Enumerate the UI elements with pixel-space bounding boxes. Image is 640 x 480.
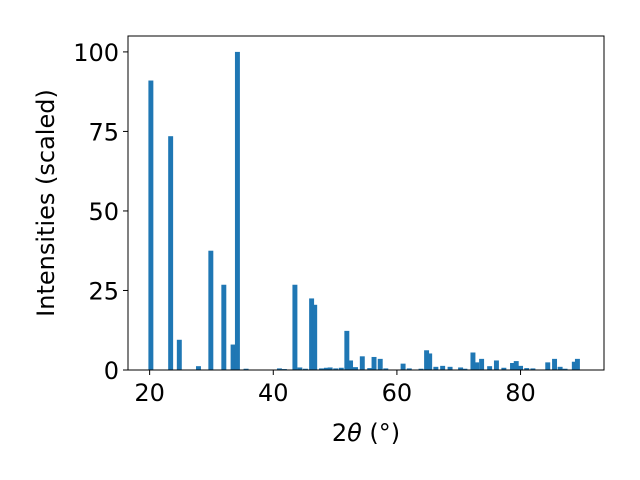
bar [513,361,519,370]
y-axis-label: Intensities (scaled) [32,89,60,317]
bar [371,356,377,370]
bar [574,358,580,370]
bar [302,368,308,370]
bar [383,368,389,370]
y-tick-label: 100 [73,39,119,67]
bar [319,368,324,370]
x-tick-label: 60 [382,379,413,407]
bar [377,358,383,370]
bar [348,360,354,370]
bar [234,51,240,371]
bar [447,366,453,370]
bar [510,363,515,370]
bar [327,367,333,370]
bar [243,368,249,370]
bar [400,363,406,370]
bar [545,362,551,370]
bar [493,360,499,370]
bar [474,362,480,370]
x-axis-label: 2θ (°) [332,419,400,447]
x-tick-label: 80 [505,379,536,407]
x-tick-label: 20 [134,379,165,407]
bar [323,367,329,370]
bar [309,298,315,370]
bar [562,368,568,370]
bar [524,368,530,370]
bar [196,366,201,370]
y-tick-label: 25 [88,277,119,305]
x-axis-label-suffix: (°) [362,419,400,447]
y-tick-label: 0 [104,357,119,385]
bar [353,367,358,370]
bar [501,367,507,370]
bar [518,365,524,370]
bar [338,367,344,370]
bars-group [148,51,580,371]
bar [221,284,227,370]
bar [552,358,558,370]
bar [168,136,174,370]
bar [297,367,303,370]
bar [557,366,563,370]
x-axis-label-prefix: 2 [332,419,347,447]
x-axis-label-symbol: θ [347,419,362,447]
bar [208,250,214,370]
bar [571,361,577,370]
bar [470,352,476,370]
bar [458,367,464,370]
bar [359,356,365,370]
bar [418,368,424,370]
y-axis-ticks: 0 25 50 75 100 [73,39,128,385]
bar [312,304,318,370]
bar [276,368,282,370]
bar [487,366,493,370]
bar [367,368,373,370]
bar [424,350,430,370]
bar [479,358,485,370]
bar [530,368,536,370]
bar [462,368,468,370]
bar [292,284,298,370]
x-tick-label: 40 [258,379,289,407]
bar [333,368,339,370]
bar [440,365,446,370]
bar [176,339,182,370]
bar [427,353,433,370]
bar [344,330,350,370]
plot-frame [127,35,605,371]
bar [433,366,439,370]
x-axis-ticks: 20 40 60 80 [134,370,536,407]
bar [230,344,236,370]
bar [406,368,412,370]
y-tick-label: 75 [88,118,119,146]
bar [148,80,154,370]
y-tick-label: 50 [88,198,119,226]
